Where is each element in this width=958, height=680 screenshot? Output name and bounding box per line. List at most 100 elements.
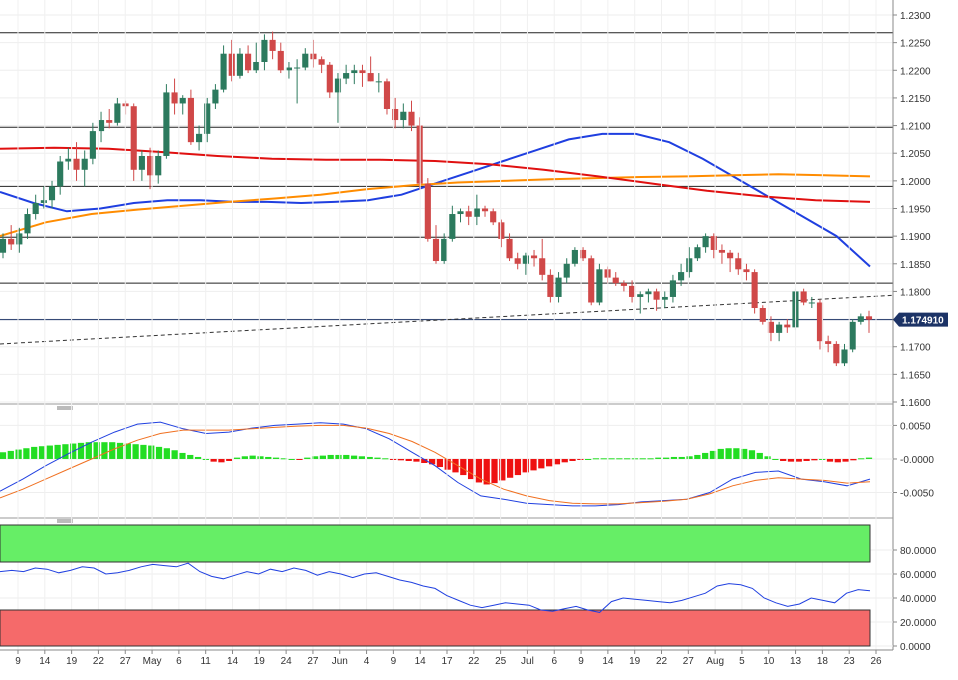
candle-bearish (751, 269, 758, 314)
macd-pane[interactable] (0, 421, 893, 507)
candle-bearish (514, 252, 521, 270)
candle-body (0, 238, 7, 253)
candle-bearish (539, 238, 546, 281)
macd-y-axis: 0.0050 -0.0000 -0.0050 (893, 421, 934, 500)
last-price-badge (893, 312, 948, 327)
histogram-bar-negative (467, 458, 475, 480)
x-tick-label: 27 (683, 656, 695, 667)
histogram-bar-positive (358, 456, 366, 459)
histogram-bar-negative (787, 458, 795, 462)
candle-bearish (620, 280, 627, 292)
candle-body (865, 316, 873, 320)
candle-body (490, 211, 497, 223)
histogram-bar-positive (600, 458, 607, 460)
histogram-bar-positive (62, 444, 69, 459)
candle-bullish (196, 125, 203, 151)
candle-body (204, 103, 211, 134)
candle-body (678, 272, 685, 281)
candle-bearish (784, 319, 791, 333)
histogram-bar-positive (865, 457, 873, 459)
candle-bullish (571, 247, 578, 267)
pane-resize-handle-2[interactable] (57, 519, 73, 523)
candle-body (645, 291, 652, 295)
histogram-bar-negative (226, 458, 233, 461)
candle-bullish (212, 84, 219, 109)
candle-bearish (228, 39, 235, 82)
candle-body (400, 111, 407, 121)
candle-bearish (392, 97, 399, 129)
price-tick-label: 1.1650 (900, 370, 931, 381)
rsi-tick-label: 60.0000 (900, 570, 937, 581)
candle-bearish (269, 31, 276, 60)
candle-bullish (637, 291, 644, 314)
candle-body (629, 285, 636, 297)
histogram-bar-positive (592, 458, 600, 460)
candle-bullish (57, 155, 64, 195)
histogram-bar-positive (7, 450, 14, 459)
macd-line (0, 421, 871, 507)
pane-resize-handle-1[interactable] (57, 406, 73, 410)
rsi-pane[interactable] (0, 0, 893, 650)
candle-body (40, 200, 47, 203)
candle-body (718, 249, 726, 253)
histogram-bar-positive (748, 450, 756, 459)
candle-body (759, 308, 766, 322)
x-tick-label: 13 (790, 656, 802, 667)
price-y-axis: 1.2300 1.2250 1.2200 1.2150 1.2100 1.2050 1.20… (893, 11, 931, 409)
x-tick-label: 27 (307, 656, 319, 667)
x-tick-label: 14 (39, 656, 51, 667)
last-price-tag: 1.174910 (893, 312, 948, 327)
histogram-bar-positive (678, 456, 685, 459)
candle-body (245, 53, 252, 71)
price-tick-label: 1.2000 (900, 177, 931, 188)
candle-body (408, 111, 415, 126)
macd-tick-label: -0.0050 (900, 489, 934, 500)
candle-bearish (424, 178, 431, 242)
histogram-bar-negative (522, 458, 529, 473)
candle-bullish (302, 48, 309, 71)
histogram-bar-positive (140, 444, 147, 459)
candle-body (441, 238, 448, 262)
candle-body (146, 155, 154, 176)
candle-body (261, 39, 268, 62)
candle-bullish (220, 45, 227, 93)
histogram-bar-positive (304, 457, 311, 459)
candle-bearish (735, 252, 742, 275)
histogram-bar-positive (194, 456, 202, 459)
candle-body (130, 106, 137, 170)
candle-body (285, 67, 293, 71)
candle-bearish (612, 272, 619, 286)
candle-body (449, 214, 456, 239)
candle-body (857, 316, 864, 322)
x-tick-label: 22 (468, 656, 480, 667)
candle-bullish (343, 64, 350, 85)
candle-bullish (555, 272, 562, 303)
histogram-bar-positive (702, 452, 709, 459)
candle-bearish (310, 39, 317, 68)
candle-bearish (187, 89, 194, 145)
x-tick-label: 27 (120, 656, 132, 667)
candle-body (351, 70, 358, 74)
histogram-bar-negative (452, 458, 459, 473)
candle-bullish (163, 84, 170, 159)
candle-body (343, 73, 350, 79)
candle-bullish (179, 95, 186, 115)
histogram-bar-negative (506, 458, 514, 478)
histogram-bar-positive (717, 448, 724, 459)
candle-body (212, 89, 219, 104)
candle-bullish (253, 42, 260, 74)
histogram-bar-positive (148, 445, 155, 459)
candle-bullish (32, 194, 39, 220)
candle-body (694, 247, 701, 259)
price-tick-label: 1.1600 (900, 398, 931, 409)
histogram-bar-positive (155, 446, 163, 459)
candle-bearish (383, 78, 391, 115)
x-tick-label: 9 (15, 656, 21, 667)
x-tick-label: 19 (629, 656, 641, 667)
candle-bearish (865, 310, 873, 333)
candle-bearish (367, 56, 374, 82)
histogram-bar-positive (608, 458, 615, 460)
rsi-tick-label: 80.0000 (900, 546, 937, 557)
x-tick-label: 9 (391, 656, 397, 667)
